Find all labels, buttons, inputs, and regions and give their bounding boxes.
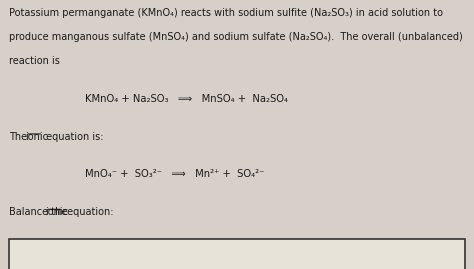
Text: equation is:: equation is: (43, 132, 104, 142)
Text: reaction is: reaction is (9, 56, 60, 66)
Text: The: The (9, 132, 31, 142)
Text: Potassium permanganate (KMnO₄) reacts with sodium sulfite (Na₂SO₃) in acid solut: Potassium permanganate (KMnO₄) reacts wi… (9, 8, 444, 18)
Text: KMnO₄ + Na₂SO₃   ⟹   MnSO₄ +  Na₂SO₄: KMnO₄ + Na₂SO₃ ⟹ MnSO₄ + Na₂SO₄ (85, 94, 288, 104)
Text: equation:: equation: (64, 207, 113, 217)
FancyBboxPatch shape (9, 239, 465, 269)
Text: produce manganous sulfate (MnSO₄) and sodium sulfate (Na₂SO₄).  The overall (unb: produce manganous sulfate (MnSO₄) and so… (9, 32, 463, 42)
Text: Balance the: Balance the (9, 207, 71, 217)
Text: ionic: ionic (46, 207, 69, 217)
Text: ionic: ionic (25, 132, 48, 142)
Text: MnO₄⁻ +  SO₃²⁻   ⟹   Mn²⁺ +  SO₄²⁻: MnO₄⁻ + SO₃²⁻ ⟹ Mn²⁺ + SO₄²⁻ (85, 169, 264, 179)
